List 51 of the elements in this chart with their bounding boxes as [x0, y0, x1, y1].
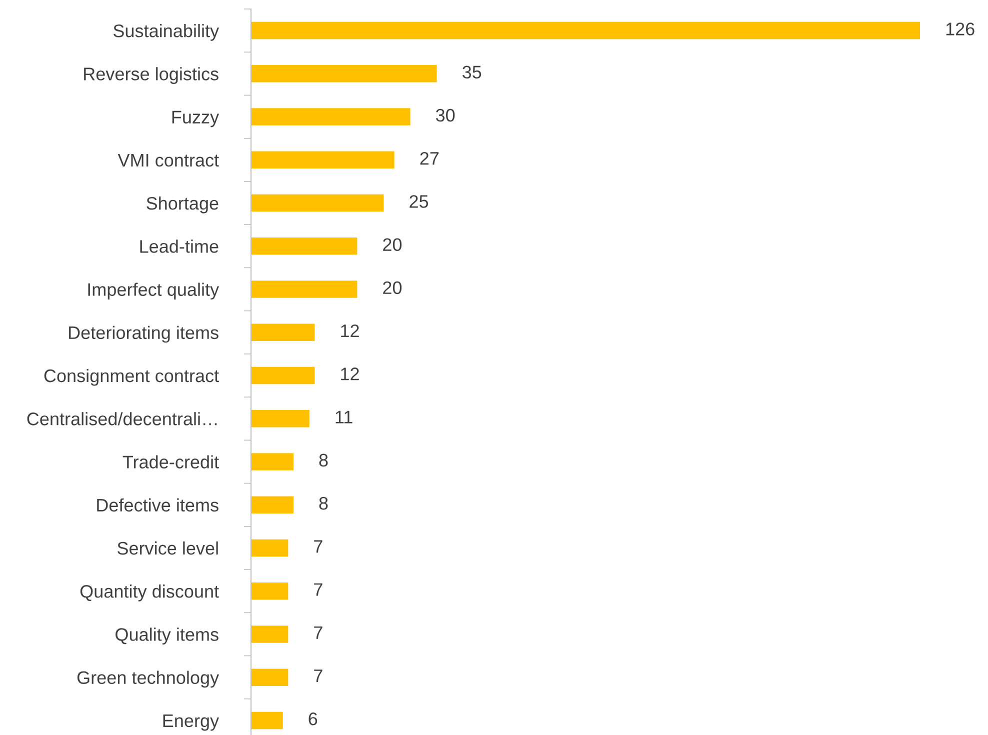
data-label: 27	[420, 152, 439, 165]
bar	[251, 496, 294, 514]
bar	[251, 410, 310, 428]
y-tick-label: Deteriorating items	[69, 326, 218, 343]
bar	[251, 22, 920, 40]
y-tick-label: Centralised/decentrali…	[27, 412, 217, 426]
bar	[251, 108, 410, 126]
data-label: 7	[314, 670, 322, 682]
data-label: 25	[410, 195, 428, 208]
data-label: 12	[341, 324, 359, 338]
y-tick-label: Service level	[118, 541, 218, 555]
bar	[251, 324, 315, 342]
bar	[251, 194, 384, 212]
data-label: 20	[383, 238, 402, 251]
data-label: 7	[314, 626, 322, 639]
y-tick-label: Reverse logistics	[84, 67, 218, 84]
bar	[251, 582, 288, 600]
y-tick-label: Shortage	[146, 196, 218, 214]
y-tick-label: Trade-credit	[122, 455, 219, 468]
y-tick-label: VMI contract	[118, 154, 219, 167]
bar	[251, 280, 358, 298]
data-label: 8	[319, 454, 328, 467]
data-label: 8	[319, 496, 328, 510]
bar	[251, 366, 315, 384]
data-label: 20	[383, 281, 402, 294]
bar	[251, 539, 288, 557]
y-tick-label: Sustainability	[113, 24, 220, 41]
data-label: 11	[336, 410, 352, 424]
bar	[251, 65, 437, 82]
y-tick-label: Fuzzy	[172, 110, 220, 128]
bar	[251, 151, 394, 169]
data-label: 6	[308, 712, 318, 726]
y-tick-label: Defective items	[97, 498, 218, 512]
y-tick-label: Energy	[163, 714, 220, 731]
data-label: 30	[436, 108, 455, 122]
data-label: 7	[314, 540, 322, 553]
bar	[251, 238, 358, 255]
data-label: 7	[314, 583, 322, 596]
bar	[251, 668, 288, 686]
bar	[251, 453, 294, 470]
y-tick-label: Quality items	[116, 628, 218, 644]
data-label: 35	[462, 66, 482, 79]
y-tick-label: Imperfect quality	[88, 282, 220, 300]
y-tick-label: Consignment contract	[44, 368, 219, 386]
y-tick-label: Lead-time	[140, 240, 218, 253]
bar	[251, 626, 288, 643]
data-label: 126	[946, 22, 974, 36]
data-label: 12	[341, 368, 359, 380]
y-tick-label: Green technology	[77, 670, 220, 688]
bar	[251, 712, 283, 730]
y-tick-label: Quantity discount	[80, 584, 219, 602]
